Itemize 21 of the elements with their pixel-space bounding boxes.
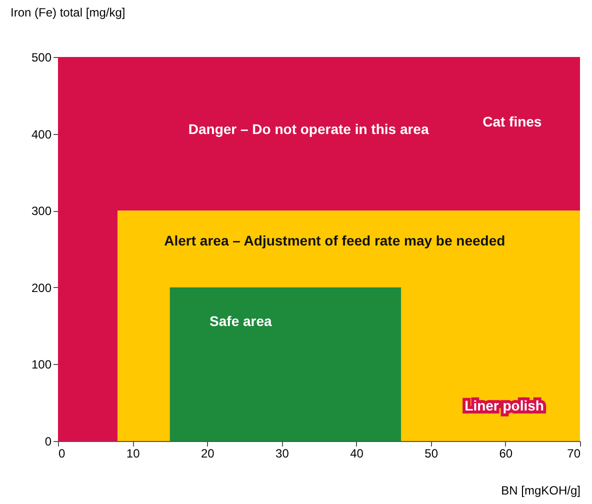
- y-tick-label: 500: [31, 50, 52, 64]
- y-tick-label: 100: [31, 358, 52, 372]
- y-tick-label: 300: [31, 204, 52, 218]
- x-tick-label: 30: [276, 446, 290, 460]
- x-tick-label: 50: [424, 446, 438, 460]
- y-tick-label: 400: [31, 127, 52, 142]
- x-tick-label: 70: [567, 446, 581, 460]
- y-tick-label: 0: [44, 434, 52, 448]
- x-tick-label: 0: [58, 446, 66, 460]
- x-tick-label: 20: [200, 446, 215, 460]
- annotation: Safe area: [210, 312, 272, 329]
- annotation: Alert area – Adjustment of feed rate may be needed: [164, 232, 506, 248]
- annotation: Cat fines: [482, 113, 542, 130]
- x-tick-label: 60: [499, 446, 513, 460]
- x-tick-label: 40: [350, 446, 364, 460]
- y-tick-label: 200: [31, 280, 52, 295]
- x-tick-label: 10: [126, 446, 140, 460]
- y-axis-title: Iron (Fe) total [mg/kg]: [10, 6, 126, 20]
- annotation: Danger – Do not operate in this area: [188, 120, 429, 137]
- x-axis-title: BN [mgKOH/g]: [501, 484, 580, 498]
- annotation: Liner polish: [464, 397, 544, 414]
